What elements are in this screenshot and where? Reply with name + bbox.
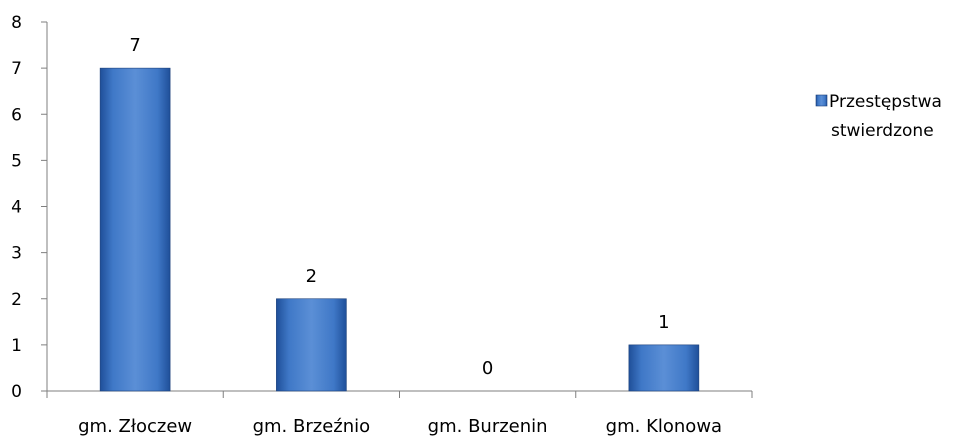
data-labels: 7 2 0 1 — [129, 35, 669, 379]
legend: Przestępstwa stwierdzone — [815, 92, 942, 141]
x-category-label: gm. Brzeźnio — [253, 416, 371, 436]
x-axis: gm. Złoczew gm. Brzeźnio gm. Burzenin gm. K… — [46, 390, 753, 436]
y-tick-label: 1 — [11, 336, 22, 356]
y-tick-label: 3 — [11, 244, 22, 264]
y-tick-label: 6 — [11, 105, 22, 125]
x-category-label: gm. Burzenin — [428, 416, 548, 436]
bar-value-label: 2 — [306, 266, 317, 287]
bar — [276, 298, 347, 392]
y-tick-label: 0 — [11, 382, 22, 402]
x-category-label: gm. Klonowa — [606, 416, 722, 436]
bar-value-label: 7 — [129, 35, 140, 56]
legend-label-line-1: Przestępstwa — [829, 92, 942, 112]
bar — [99, 67, 171, 392]
bar-value-label: 1 — [658, 312, 669, 333]
y-tick-label: 5 — [11, 151, 22, 171]
x-category-label: gm. Złoczew — [78, 416, 192, 436]
legend-label-line-2: stwierdzone — [831, 121, 934, 141]
y-tick-label: 7 — [11, 59, 22, 79]
legend-swatch — [815, 94, 828, 107]
y-tick-label: 4 — [11, 198, 22, 218]
y-tick-label: 8 — [11, 13, 22, 33]
bar — [628, 344, 700, 392]
bars — [99, 67, 700, 392]
bar-value-label: 0 — [482, 358, 493, 379]
y-tick-label: 2 — [11, 290, 22, 310]
y-axis: 0 1 2 3 4 5 6 7 8 — [11, 13, 48, 402]
